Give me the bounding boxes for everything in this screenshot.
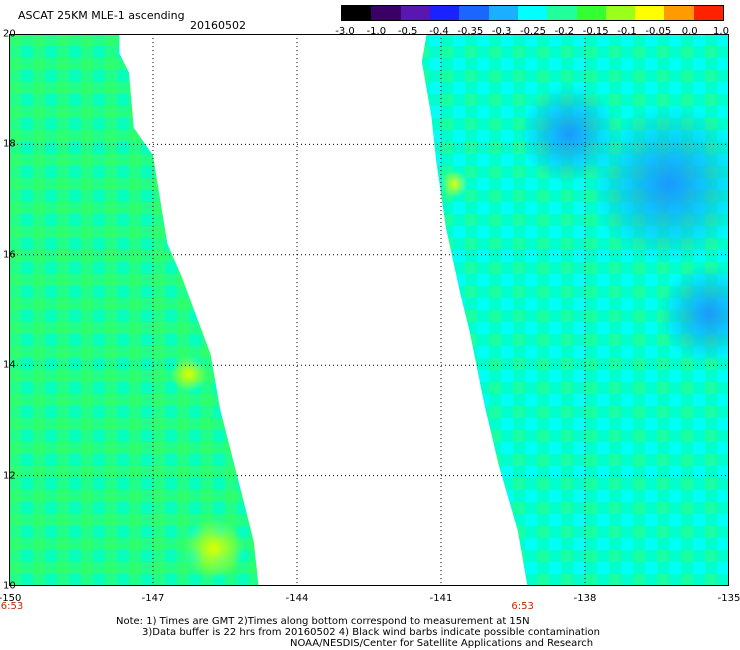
colorbar xyxy=(341,5,724,21)
colorbar-swatch xyxy=(429,6,460,20)
x-tick-label: -138 xyxy=(573,593,597,604)
colorbar-label: -0.35 xyxy=(457,26,484,37)
colorbar-label: -0.15 xyxy=(582,26,609,37)
map-plot xyxy=(9,34,729,586)
colorbar-label: -0.4 xyxy=(429,26,449,37)
y-tick-label: 12 xyxy=(3,470,16,482)
colorbar-swatch xyxy=(371,6,401,20)
colorbar-label: 1.0 xyxy=(713,26,729,37)
colorbar-swatch xyxy=(576,6,606,20)
colorbar-label: 0.0 xyxy=(681,26,698,37)
colorbar-swatch xyxy=(488,6,518,20)
y-tick-label: 10 xyxy=(3,580,16,592)
y-tick-label: 14 xyxy=(3,359,16,371)
yellow-region xyxy=(184,519,244,579)
colorbar-swatch xyxy=(459,6,489,20)
swath-time-label: 6:53 xyxy=(0,601,24,612)
swath-time-label: 6:53 xyxy=(511,601,534,612)
yellow-region xyxy=(171,356,207,392)
x-tick-label: -135 xyxy=(717,593,740,604)
colorbar-label: -0.3 xyxy=(491,26,512,37)
colorbar-swatch xyxy=(664,6,694,20)
colorbar-swatch xyxy=(693,6,724,20)
colorbar-swatch xyxy=(400,6,430,20)
x-tick-label: -150 xyxy=(0,593,22,604)
x-tick-label: -144 xyxy=(285,593,309,604)
colorbar-label: -0.25 xyxy=(520,26,546,37)
colorbar-label: -1.0 xyxy=(366,26,387,37)
x-tick-label: -147 xyxy=(141,593,165,604)
note-line-1: Note: 1) Times are GMT 2)Times along bot… xyxy=(116,616,530,627)
colorbar-swatch xyxy=(517,6,548,20)
colorbar-label: -0.5 xyxy=(397,26,418,37)
colorbar-swatch xyxy=(635,6,665,20)
blue-region xyxy=(519,84,619,184)
x-tick-label: -141 xyxy=(429,593,453,604)
y-tick-label: 18 xyxy=(3,138,16,150)
map-border xyxy=(9,34,729,586)
colorbar-label: -0.05 xyxy=(645,26,672,37)
y-tick-label: 20 xyxy=(3,28,16,40)
colorbar-swatch xyxy=(547,6,577,20)
note-line-3: NOAA/NESDIS/Center for Satellite Applica… xyxy=(290,638,594,649)
blue-region xyxy=(659,264,729,364)
west-swath xyxy=(9,34,259,586)
colorbar-label: -0.2 xyxy=(554,26,575,37)
yellow-region xyxy=(440,170,468,198)
map-title: ASCAT 25KM MLE-1 ascending xyxy=(18,9,185,22)
colorbar-label: -3.0 xyxy=(335,26,355,37)
y-tick-label: 16 xyxy=(3,249,16,261)
colorbar-label: -0.1 xyxy=(617,26,637,37)
note-line-2: 3)Data buffer is 22 hrs from 20160502 4)… xyxy=(142,627,600,638)
map-date: 20160502 xyxy=(190,19,246,32)
colorbar-swatch xyxy=(342,6,372,20)
colorbar-swatch xyxy=(605,6,636,20)
